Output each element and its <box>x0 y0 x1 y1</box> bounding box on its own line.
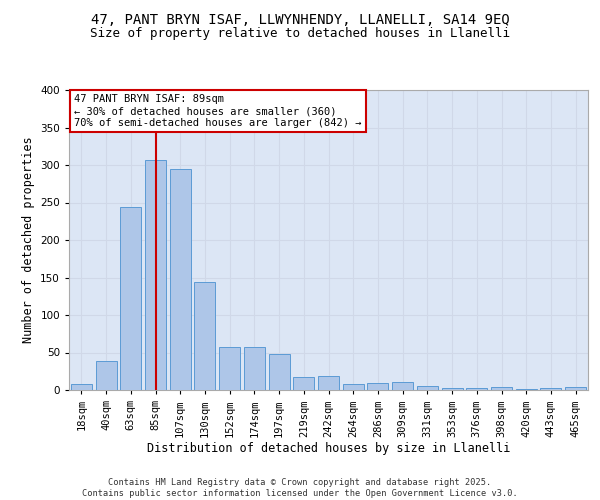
Bar <box>541 388 562 390</box>
Text: Contains HM Land Registry data © Crown copyright and database right 2025.
Contai: Contains HM Land Registry data © Crown c… <box>82 478 518 498</box>
Bar <box>244 347 265 390</box>
X-axis label: Distribution of detached houses by size in Llanelli: Distribution of detached houses by size … <box>147 442 510 455</box>
Y-axis label: Number of detached properties: Number of detached properties <box>22 136 35 344</box>
Bar <box>417 386 438 390</box>
Bar <box>565 387 586 390</box>
Bar <box>194 282 215 390</box>
Bar <box>71 384 92 390</box>
Bar <box>516 389 537 390</box>
Bar <box>219 347 240 390</box>
Bar <box>392 382 413 390</box>
Bar <box>293 376 314 390</box>
Bar <box>318 376 339 390</box>
Bar <box>95 361 116 390</box>
Text: 47, PANT BRYN ISAF, LLWYNHENDY, LLANELLI, SA14 9EQ: 47, PANT BRYN ISAF, LLWYNHENDY, LLANELLI… <box>91 12 509 26</box>
Bar <box>466 388 487 390</box>
Bar <box>442 388 463 390</box>
Bar <box>120 207 141 390</box>
Bar <box>170 169 191 390</box>
Bar <box>269 354 290 390</box>
Bar <box>367 382 388 390</box>
Text: 47 PANT BRYN ISAF: 89sqm
← 30% of detached houses are smaller (360)
70% of semi-: 47 PANT BRYN ISAF: 89sqm ← 30% of detach… <box>74 94 362 128</box>
Text: Size of property relative to detached houses in Llanelli: Size of property relative to detached ho… <box>90 28 510 40</box>
Bar <box>343 384 364 390</box>
Bar <box>145 160 166 390</box>
Bar <box>491 387 512 390</box>
